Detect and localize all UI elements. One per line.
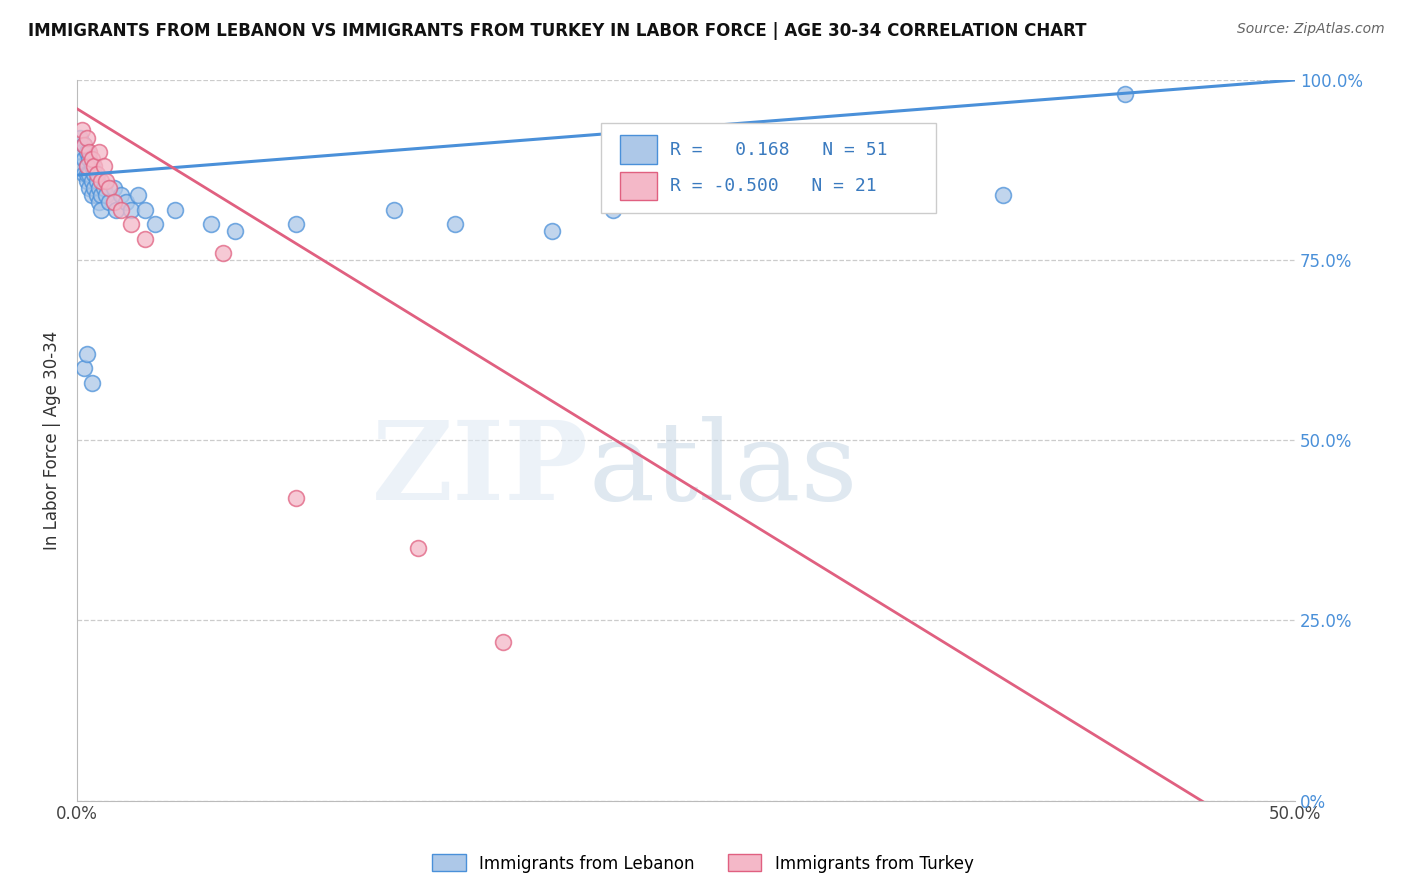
Point — [105, 202, 128, 217]
Text: Source: ZipAtlas.com: Source: ZipAtlas.com — [1237, 22, 1385, 37]
Point — [73, 361, 96, 376]
Point — [97, 181, 120, 195]
Point — [1114, 87, 1136, 102]
Point — [80, 153, 103, 167]
Point — [134, 231, 156, 245]
Point — [675, 188, 697, 202]
Point — [76, 347, 98, 361]
Point — [76, 130, 98, 145]
Legend: Immigrants from Lebanon, Immigrants from Turkey: Immigrants from Lebanon, Immigrants from… — [426, 847, 980, 880]
Point — [77, 167, 100, 181]
Point — [772, 188, 794, 202]
Point — [285, 491, 308, 505]
Point — [86, 188, 108, 202]
Point — [93, 181, 115, 195]
Point — [80, 174, 103, 188]
Point — [80, 376, 103, 390]
Point — [80, 160, 103, 174]
Point — [96, 174, 118, 188]
Point — [103, 195, 125, 210]
Point — [382, 202, 405, 217]
Point — [127, 188, 149, 202]
Text: atlas: atlas — [589, 416, 858, 523]
Point — [70, 123, 93, 137]
Point — [96, 188, 118, 202]
Point — [90, 174, 112, 188]
Y-axis label: In Labor Force | Age 30-34: In Labor Force | Age 30-34 — [44, 331, 60, 550]
Point — [143, 217, 166, 231]
Point — [76, 167, 98, 181]
Point — [991, 188, 1014, 202]
Point — [602, 202, 624, 217]
Point — [80, 188, 103, 202]
Point — [93, 160, 115, 174]
Point — [103, 181, 125, 195]
Point — [76, 160, 98, 174]
Point — [86, 174, 108, 188]
Text: ZIP: ZIP — [371, 416, 589, 523]
Point — [70, 145, 93, 159]
Point — [69, 130, 91, 145]
Point — [73, 167, 96, 181]
Text: R =   0.168   N = 51: R = 0.168 N = 51 — [671, 141, 887, 159]
FancyBboxPatch shape — [620, 171, 657, 201]
Point — [845, 188, 868, 202]
Point — [83, 181, 105, 195]
Text: IMMIGRANTS FROM LEBANON VS IMMIGRANTS FROM TURKEY IN LABOR FORCE | AGE 30-34 COR: IMMIGRANTS FROM LEBANON VS IMMIGRANTS FR… — [28, 22, 1087, 40]
Point — [76, 145, 98, 159]
Point — [90, 188, 112, 202]
Point — [90, 202, 112, 217]
Point — [285, 217, 308, 231]
Point — [83, 160, 105, 174]
Point — [443, 217, 465, 231]
Point — [200, 217, 222, 231]
Point — [73, 137, 96, 152]
Point — [492, 635, 515, 649]
Point — [406, 541, 429, 556]
Point — [86, 167, 108, 181]
Point — [120, 202, 142, 217]
Point — [224, 224, 246, 238]
Point — [212, 246, 235, 260]
Point — [73, 137, 96, 152]
Point — [110, 188, 132, 202]
Point — [97, 195, 120, 210]
Text: R = -0.500   N = 21: R = -0.500 N = 21 — [671, 177, 877, 195]
Point — [70, 160, 93, 174]
Point — [83, 167, 105, 181]
Point — [120, 217, 142, 231]
Point — [77, 153, 100, 167]
Point — [110, 202, 132, 217]
Point — [77, 145, 100, 159]
Point — [76, 174, 98, 188]
Point — [73, 153, 96, 167]
FancyBboxPatch shape — [620, 136, 657, 164]
Point — [87, 181, 110, 195]
Point — [541, 224, 564, 238]
Point — [76, 160, 98, 174]
Point — [87, 145, 110, 159]
Point — [77, 181, 100, 195]
Point — [87, 195, 110, 210]
FancyBboxPatch shape — [600, 123, 936, 213]
Point — [163, 202, 186, 217]
Point — [134, 202, 156, 217]
Point — [114, 195, 136, 210]
